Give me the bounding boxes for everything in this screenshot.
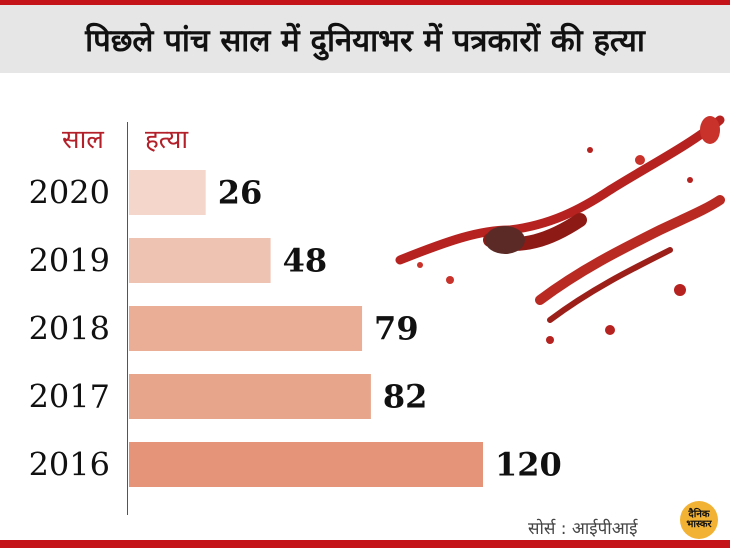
bottom-accent-bar bbox=[0, 540, 730, 548]
bar-2020 bbox=[129, 170, 206, 215]
chart-title: पिछले पांच साल में दुनियाभर में पत्रकारो… bbox=[85, 23, 645, 59]
year-label: 2016 bbox=[29, 446, 110, 484]
bar-2016 bbox=[129, 442, 483, 487]
value-column-header: हत्या bbox=[145, 125, 189, 155]
logo-line-2: भास्कर bbox=[686, 519, 712, 530]
year-label: 2020 bbox=[29, 174, 110, 212]
value-label-2019: 48 bbox=[283, 242, 328, 280]
value-label-2018: 79 bbox=[374, 310, 419, 348]
bar-2018 bbox=[129, 306, 363, 351]
category-column-header: साल bbox=[62, 125, 104, 155]
bar-2019 bbox=[129, 238, 271, 283]
year-label: 2019 bbox=[29, 242, 110, 280]
blood-splatter-illustration bbox=[395, 115, 725, 344]
source-label: सोर्स : आईपीआई bbox=[528, 519, 638, 539]
y-axis-line bbox=[127, 122, 128, 515]
value-label-2016: 120 bbox=[495, 446, 562, 484]
top-accent-bar bbox=[0, 0, 730, 5]
bar-2017 bbox=[129, 374, 371, 419]
value-label-2020: 26 bbox=[218, 174, 263, 212]
year-label: 2018 bbox=[29, 310, 110, 348]
value-label-2017: 82 bbox=[383, 378, 428, 416]
year-label: 2017 bbox=[29, 378, 110, 416]
title-band: पिछले पांच साल में दुनियाभर में पत्रकारो… bbox=[0, 5, 730, 73]
logo-line-1: दैनिक bbox=[688, 509, 710, 520]
dainik-bhaskar-logo: दैनिक भास्कर bbox=[680, 501, 718, 539]
